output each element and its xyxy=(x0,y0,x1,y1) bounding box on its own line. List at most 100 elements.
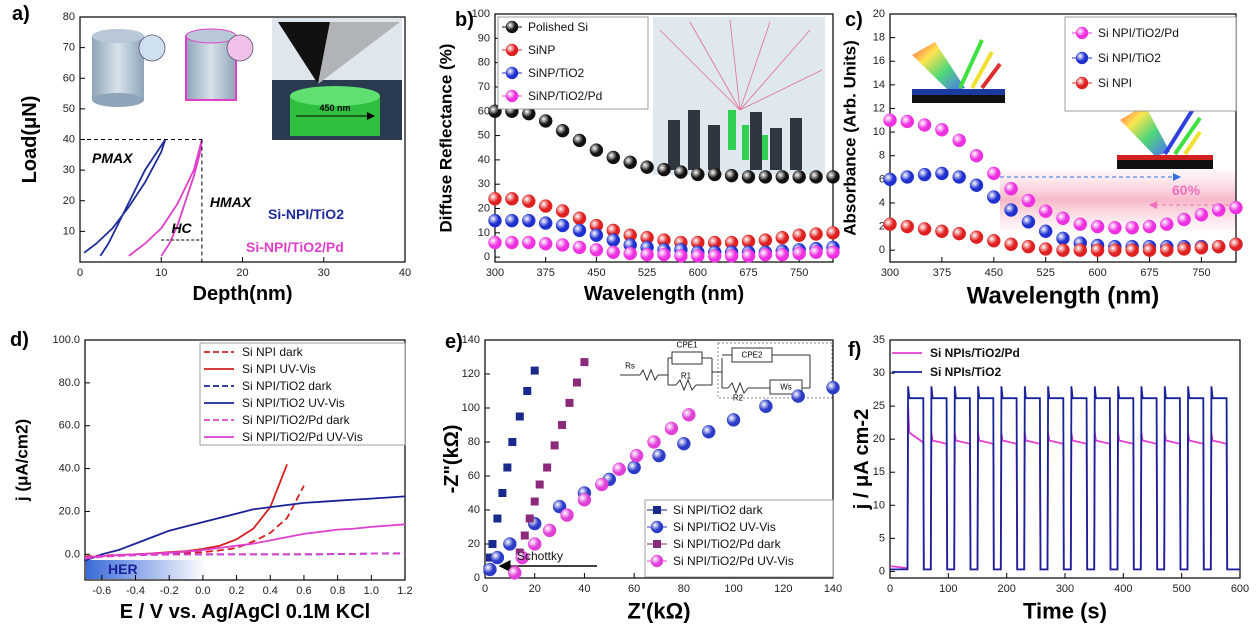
data-point xyxy=(901,115,914,128)
data-point xyxy=(558,421,566,429)
data-point xyxy=(531,367,539,375)
x-tick-label: 600 xyxy=(1088,267,1106,279)
y-tick-label: 10 xyxy=(873,126,885,138)
y-axis-label: Diffuse Reflectance (%) xyxy=(437,44,456,233)
data-point xyxy=(607,246,620,259)
y-tick-label: 0 xyxy=(484,251,490,263)
x-tick-label: -0.6 xyxy=(92,585,111,597)
x-tick-label: 525 xyxy=(1037,267,1055,279)
x-tick-label: 450 xyxy=(985,267,1003,279)
x-tick-label: 0 xyxy=(77,267,83,279)
x-axis-label: Wavelength (nm) xyxy=(584,283,744,305)
legend-label: Si NPI/TiO2 UV-Vis xyxy=(242,396,345,410)
x-tick-label: 600 xyxy=(689,267,707,279)
data-point xyxy=(658,248,671,261)
data-point xyxy=(1039,225,1052,238)
data-point xyxy=(1143,244,1156,257)
data-point xyxy=(556,219,569,232)
y-tick-label: 60.0 xyxy=(59,420,80,432)
data-point xyxy=(970,231,983,244)
y-tick-label: 80 xyxy=(478,57,490,69)
x-tick-label: 120 xyxy=(774,583,792,595)
data-point xyxy=(573,241,586,254)
y-tick-label: 100.0 xyxy=(52,334,80,346)
y-tick-label: 5 xyxy=(879,532,885,544)
data-point xyxy=(539,200,552,213)
data-point xyxy=(793,170,806,183)
data-point xyxy=(590,229,603,242)
data-point xyxy=(827,170,840,183)
data-point xyxy=(556,238,569,251)
data-point xyxy=(658,163,671,176)
x-tick-label: -0.4 xyxy=(126,585,145,597)
y-tick-label: 16 xyxy=(873,55,885,67)
x-tick-label: 20 xyxy=(529,583,541,595)
data-point xyxy=(578,493,591,506)
data-point xyxy=(613,463,626,476)
data-point xyxy=(884,114,897,127)
legend-label: Si NPIs/TiO2/Pd xyxy=(930,346,1020,360)
data-point xyxy=(573,224,586,237)
y-tick-label: 30 xyxy=(63,164,75,176)
data-point xyxy=(1057,232,1070,245)
data-point xyxy=(556,124,569,137)
x-tick-label: 375 xyxy=(537,267,555,279)
data-point xyxy=(792,390,805,403)
panel-label: d) xyxy=(10,329,29,351)
data-point xyxy=(1212,204,1225,217)
circuit-label: Rs xyxy=(625,362,635,371)
legend-marker xyxy=(653,540,661,548)
data-point xyxy=(556,204,569,217)
data-point xyxy=(607,234,620,247)
data-point xyxy=(935,167,948,180)
legend-label: Si NPI UV-Vis xyxy=(242,362,316,376)
data-point xyxy=(523,387,531,395)
data-point xyxy=(1178,243,1191,256)
legend-marker xyxy=(506,90,518,102)
data-point xyxy=(628,461,641,474)
y-tick-label: 0 xyxy=(879,244,885,256)
data-point xyxy=(590,144,603,157)
annotation: HER xyxy=(108,561,138,577)
data-point xyxy=(539,237,552,250)
y-tick-label: 70 xyxy=(63,42,75,54)
panel-label: b) xyxy=(455,9,474,31)
x-tick-label: 1.2 xyxy=(397,585,412,597)
data-point xyxy=(884,218,897,231)
data-point xyxy=(759,248,772,261)
data-point xyxy=(516,413,524,421)
data-point xyxy=(987,234,1000,247)
y-tick-label: 40.0 xyxy=(59,463,80,475)
data-point xyxy=(1126,221,1139,234)
data-point xyxy=(665,422,678,435)
y-tick-label: 10 xyxy=(478,227,490,239)
data-point xyxy=(759,400,772,413)
x-tick-label: 20 xyxy=(236,267,248,279)
x-tick-label: 0.0 xyxy=(195,585,210,597)
legend-marker xyxy=(653,506,661,514)
data-point xyxy=(1005,182,1018,195)
data-point xyxy=(573,212,586,225)
x-tick-label: 100 xyxy=(939,583,957,595)
data-point xyxy=(1057,212,1070,225)
y-tick-label: 20 xyxy=(873,433,885,445)
x-tick-label: 10 xyxy=(155,267,167,279)
y-tick-label: 35 xyxy=(873,334,885,346)
x-tick-label: 300 xyxy=(881,267,899,279)
x-tick-label: 0 xyxy=(482,583,488,595)
y-axis-label: Load(μN) xyxy=(19,96,41,184)
circuit-label: Ws xyxy=(780,383,792,392)
data-point xyxy=(810,170,823,183)
y-tick-label: 20 xyxy=(63,195,75,207)
data-point xyxy=(607,151,620,164)
data-point xyxy=(573,134,586,147)
data-line xyxy=(85,524,405,557)
data-point xyxy=(953,134,966,147)
x-tick-label: 0.4 xyxy=(263,585,278,597)
data-line xyxy=(890,386,1240,569)
data-point xyxy=(827,226,840,239)
data-point xyxy=(505,236,518,249)
x-axis-label: Wavelength (nm) xyxy=(967,283,1159,310)
y-tick-label: 100 xyxy=(462,402,480,414)
data-point xyxy=(742,170,755,183)
